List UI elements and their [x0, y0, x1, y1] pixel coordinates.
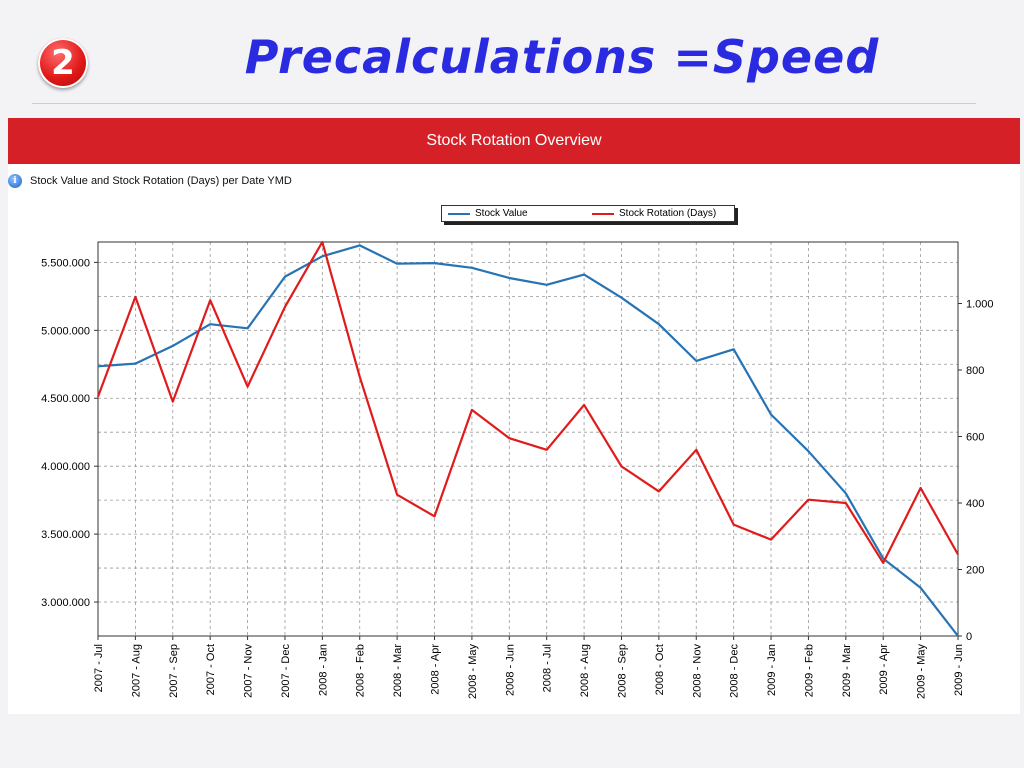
right-axis-tick-label: 800: [966, 365, 984, 377]
plot-area-frame: [97, 241, 959, 637]
x-axis-tick-label: 2008 - May: [467, 644, 479, 700]
x-axis-tick-label: 2008 - Jul: [542, 644, 554, 692]
x-axis-tick-label: 2008 - Dec: [729, 644, 741, 698]
info-icon[interactable]: i: [8, 174, 22, 188]
chart-subtitle-row: i Stock Value and Stock Rotation (Days) …: [8, 172, 292, 190]
left-axis-tick-label: 4.500.000: [41, 393, 90, 405]
x-axis-tick-label: 2007 - Sep: [168, 644, 180, 698]
series-lines: [96, 240, 959, 637]
chart-legend: Stock Value Stock Rotation (Days): [441, 205, 735, 222]
grid-lines: [97, 242, 959, 636]
left-axis-ticks: 3.000.000 3.500.000 4.000.000 4.500.000 5.00…: [41, 257, 98, 609]
x-axis-tick-label: 2008 - Sep: [616, 644, 628, 698]
right-axis-ticks: 0 200 400 600 800 1.000: [958, 299, 994, 643]
chart-banner: Stock Rotation Overview: [8, 118, 1020, 164]
x-axis-tick-label: 2007 - Oct: [205, 644, 217, 695]
left-axis-tick-label: 3.000.000: [41, 597, 90, 609]
legend-item-stock-rotation: Stock Rotation (Days): [592, 207, 716, 220]
x-axis-tick-label: 2009 - May: [916, 644, 928, 700]
banner-title: Stock Rotation Overview: [426, 132, 602, 149]
left-axis-tick-label: 3.500.000: [41, 529, 90, 541]
right-axis-tick-label: 1.000: [966, 299, 994, 311]
x-axis-tick-label: 2008 - Nov: [691, 644, 703, 698]
x-axis-ticks: 2007 - Jul 2007 - Aug 2007 - Sep 2007 - Oct…: [93, 636, 965, 699]
x-axis-tick-label: 2008 - Jan: [317, 644, 329, 696]
right-axis-tick-label: 600: [966, 432, 984, 444]
left-axis-tick-label: 5.000.000: [41, 325, 90, 337]
x-axis-tick-label: 2009 - Feb: [803, 644, 815, 697]
chart-panel: Stock Rotation Overview i Stock Value an…: [8, 118, 1020, 714]
step-number-badge: 2: [38, 38, 88, 88]
x-axis-tick-label: 2008 - Feb: [355, 644, 367, 697]
x-axis-tick-label: 2007 - Nov: [243, 644, 255, 698]
right-axis-tick-label: 200: [966, 565, 984, 577]
left-axis-tick-label: 5.500.000: [41, 257, 90, 269]
x-axis-tick-label: 2008 - Mar: [392, 644, 404, 698]
chart-subtitle: Stock Value and Stock Rotation (Days) pe…: [30, 175, 292, 187]
legend-item-stock-value: Stock Value: [448, 207, 528, 220]
line-chart: 3.000.000 3.500.000 4.000.000 4.500.000 5.00…: [41, 240, 994, 699]
x-axis-tick-label: 2008 - Oct: [654, 644, 666, 695]
x-axis-tick-label: 2009 - Apr: [878, 644, 890, 695]
title-divider: [32, 103, 976, 104]
x-axis-tick-label: 2007 - Dec: [280, 644, 292, 698]
x-axis-tick-label: 2007 - Jul: [93, 644, 105, 692]
x-axis-tick-label: 2009 - Mar: [841, 644, 853, 698]
legend-swatch-stock-value: [448, 212, 470, 215]
x-axis-tick-label: 2009 - Jun: [953, 644, 965, 696]
legend-label-stock-value: Stock Value: [475, 208, 528, 219]
x-axis-tick-label: 2008 - Aug: [579, 644, 591, 697]
series-line-stock-rotation: [96, 240, 959, 564]
right-axis-tick-label: 400: [966, 498, 984, 510]
right-axis-tick-label: 0: [966, 631, 972, 643]
x-axis-tick-label: 2009 - Jan: [766, 644, 778, 696]
x-axis-tick-label: 2008 - Apr: [430, 644, 442, 695]
x-axis-tick-label: 2008 - Jun: [504, 644, 516, 696]
legend-label-stock-rotation: Stock Rotation (Days): [619, 208, 717, 219]
x-axis-tick-label: 2007 - Aug: [130, 644, 142, 697]
slide-title: Precalculations =Speed: [244, 30, 880, 84]
series-line-stock-value: [97, 244, 959, 637]
left-axis-tick-label: 4.000.000: [41, 461, 90, 473]
legend-swatch-stock-rotation: [592, 212, 614, 215]
